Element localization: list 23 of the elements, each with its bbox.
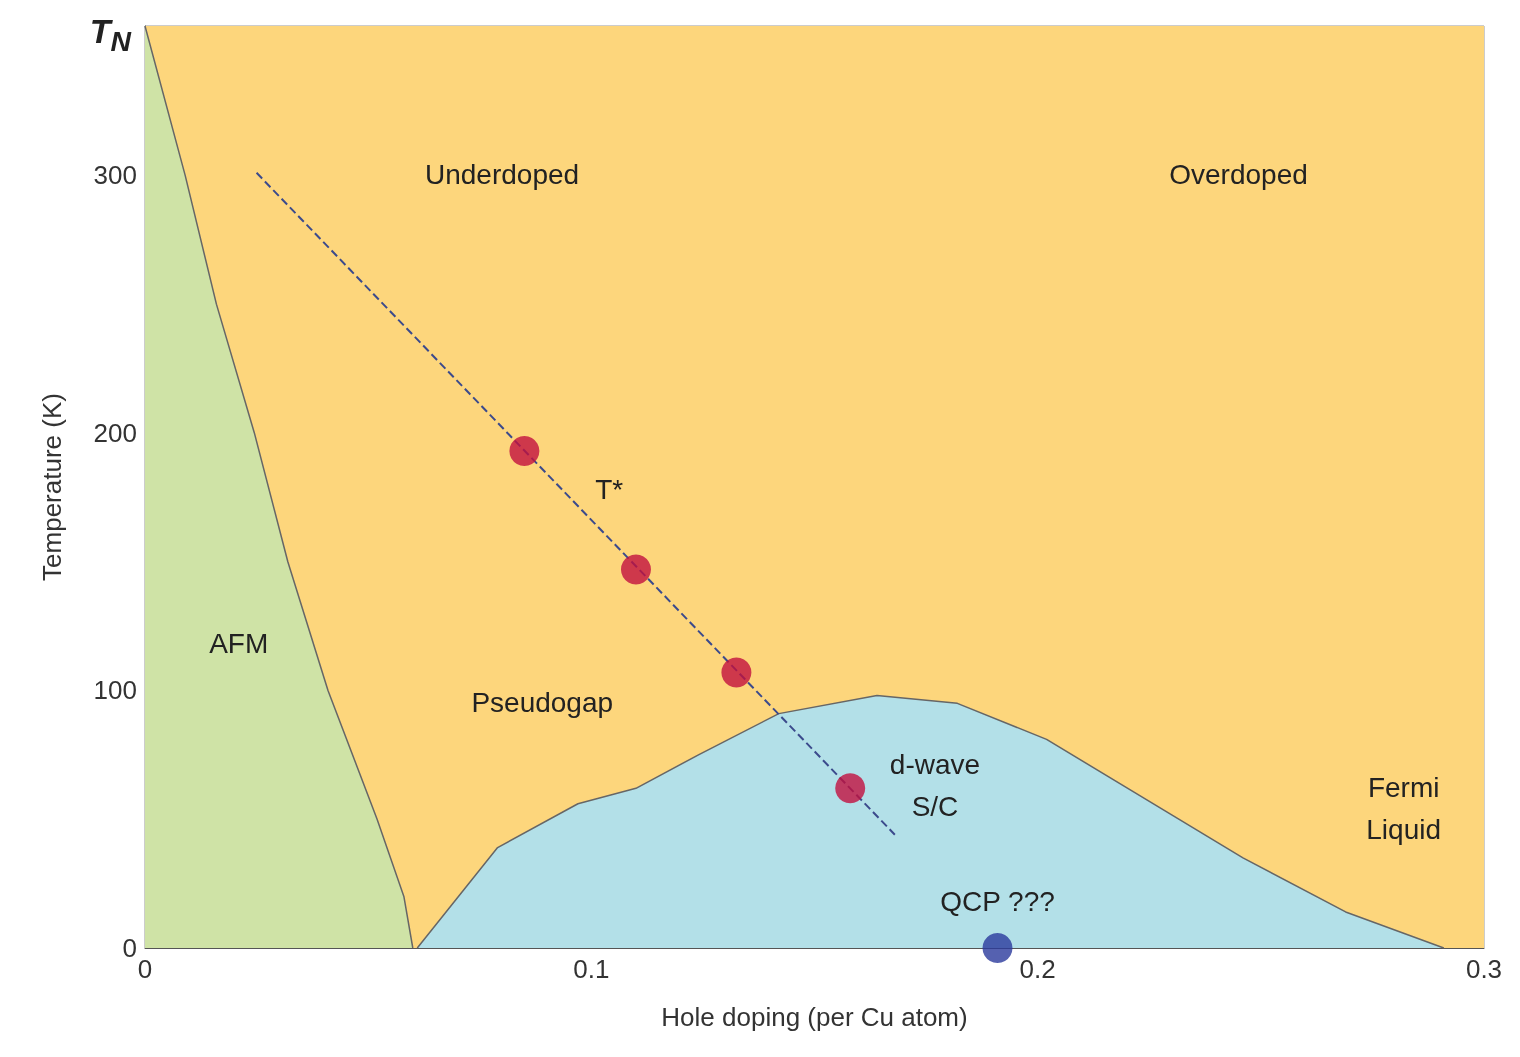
point xyxy=(982,933,1013,963)
annotation: d-wave S/C xyxy=(889,747,981,824)
x-tick-label: 0.3 xyxy=(1465,954,1503,984)
annotation: Overdoped xyxy=(1169,158,1308,193)
x-tick-label: 0.1 xyxy=(573,954,610,984)
x-tick-label: 0.2 xyxy=(1019,954,1056,984)
annotation: T$_{N}$ xyxy=(89,11,131,60)
point xyxy=(621,554,651,585)
annotation: QCP ??? xyxy=(940,885,1055,919)
point xyxy=(721,657,752,688)
annotation: Fermi Liquid xyxy=(1366,770,1442,847)
y-tick-label: 200 xyxy=(93,417,137,448)
annotation: T* xyxy=(595,472,624,507)
annotation: AFM xyxy=(209,627,269,662)
y-axis-title: Temperature (K) xyxy=(37,393,67,581)
y-tick-label: 0 xyxy=(122,933,137,963)
y-tick-label: 300 xyxy=(93,160,137,191)
annotation: Pseudogap xyxy=(471,686,614,721)
point xyxy=(509,435,540,466)
annotation: Underdoped xyxy=(425,158,580,193)
point xyxy=(835,773,866,804)
y-tick-label: 100 xyxy=(93,675,137,706)
x-axis-title: Hole doping (per Cu atom) xyxy=(661,1002,968,1032)
